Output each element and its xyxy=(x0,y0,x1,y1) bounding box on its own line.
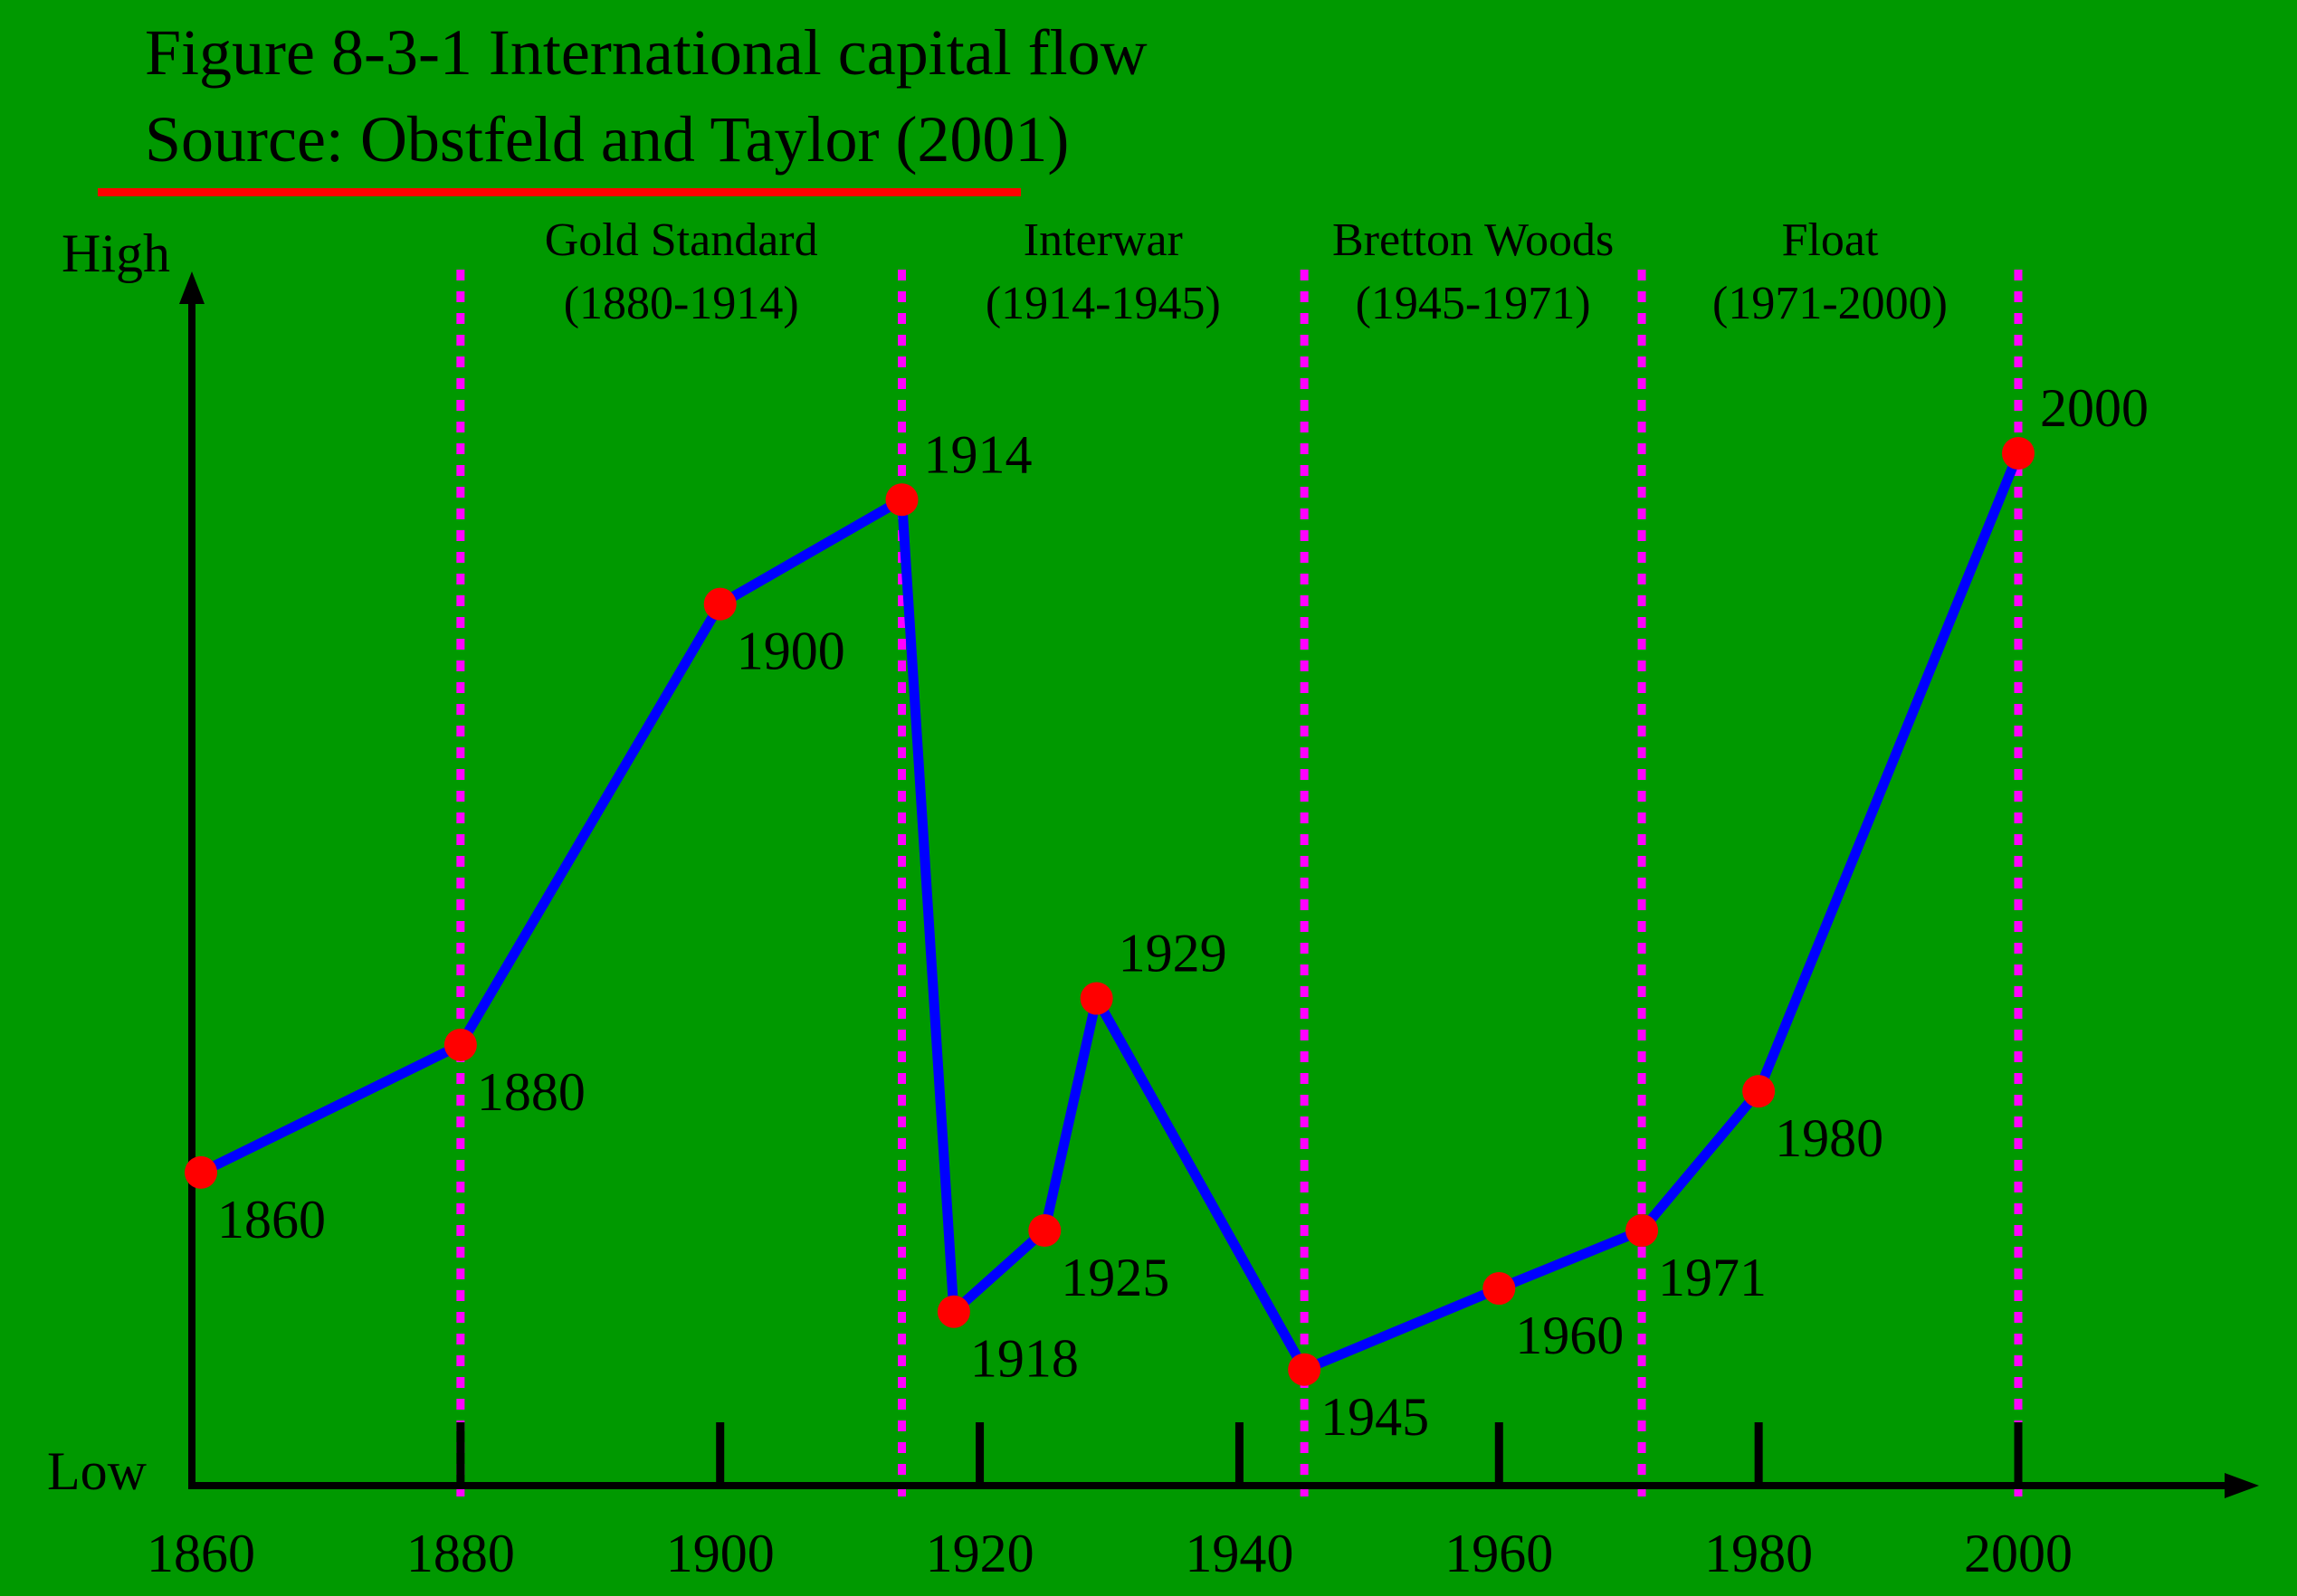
period-range: (1880-1914) xyxy=(564,278,799,329)
period-name: Bretton Woods xyxy=(1332,214,1614,266)
data-point-marker xyxy=(885,483,919,517)
capital-flow-series xyxy=(198,451,2024,1376)
data-point-marker xyxy=(443,1028,477,1061)
data-point-marker xyxy=(1742,1075,1776,1108)
data-point-label: 1945 xyxy=(1320,1387,1429,1447)
x-tick-label: 1920 xyxy=(926,1524,1034,1583)
x-axis-ticks: 1860 1880 1900 1920 1940 1960 1980 2000 xyxy=(147,1422,2073,1583)
data-point-label: 1880 xyxy=(477,1062,586,1122)
data-points: 1860 1880 1900 1914 1918 1925 1929 1945 1960 1971… xyxy=(185,378,2149,1447)
data-point-marker xyxy=(185,1155,217,1189)
data-point-label: 1960 xyxy=(1515,1306,1624,1365)
period-labels: Gold Standard (1880-1914) Interwar (1914-19… xyxy=(545,214,1948,329)
data-point-label: 1980 xyxy=(1775,1108,1883,1168)
y-axis-arrow xyxy=(179,271,205,304)
data-point-marker xyxy=(703,587,737,621)
x-tick-label: 1960 xyxy=(1444,1524,1553,1583)
figure-source: Source: Obstfeld and Taylor (2001) xyxy=(145,103,1070,176)
data-point-label: 1860 xyxy=(217,1190,326,1249)
x-tick-label: 1880 xyxy=(406,1524,515,1583)
period-name: Float xyxy=(1782,214,1879,266)
figure-title: Figure 8-3-1 International capital flow xyxy=(145,16,1148,89)
series-line xyxy=(198,451,2024,1376)
x-tick-label: 1860 xyxy=(147,1524,255,1583)
data-point-label: 1914 xyxy=(924,424,1033,484)
x-tick-label: 1940 xyxy=(1185,1524,1293,1583)
period-name: Interwar xyxy=(1024,214,1183,266)
data-point-label: 1971 xyxy=(1658,1248,1767,1307)
y-axis-high-label: High xyxy=(62,223,170,283)
data-point-marker xyxy=(1482,1272,1516,1306)
data-point-label: 2000 xyxy=(2040,378,2149,438)
data-point-marker xyxy=(1028,1213,1062,1247)
data-point-label: 1929 xyxy=(1119,924,1227,983)
data-point-marker xyxy=(1625,1213,1659,1247)
axes: High Low xyxy=(47,223,2259,1501)
period-range: (1971-2000) xyxy=(1712,278,1948,329)
data-point-marker xyxy=(2002,437,2035,470)
x-axis-arrow xyxy=(2225,1473,2259,1498)
period-dividers xyxy=(456,270,2023,1502)
x-tick-label: 1900 xyxy=(666,1524,775,1583)
data-point-marker xyxy=(1080,982,1113,1015)
data-point-marker xyxy=(937,1295,970,1328)
period-range: (1914-1945) xyxy=(986,278,1221,329)
title-underline xyxy=(98,188,1021,196)
data-point-marker xyxy=(1288,1353,1321,1386)
period-range: (1945-1971) xyxy=(1356,278,1591,329)
x-tick-label: 1980 xyxy=(1704,1524,1813,1583)
data-point-label: 1900 xyxy=(737,622,845,681)
period-name: Gold Standard xyxy=(545,214,818,266)
data-point-label: 1925 xyxy=(1061,1248,1169,1307)
y-axis-low-label: Low xyxy=(47,1441,148,1501)
data-point-label: 1918 xyxy=(970,1329,1079,1389)
x-tick-label: 2000 xyxy=(1964,1524,2073,1583)
